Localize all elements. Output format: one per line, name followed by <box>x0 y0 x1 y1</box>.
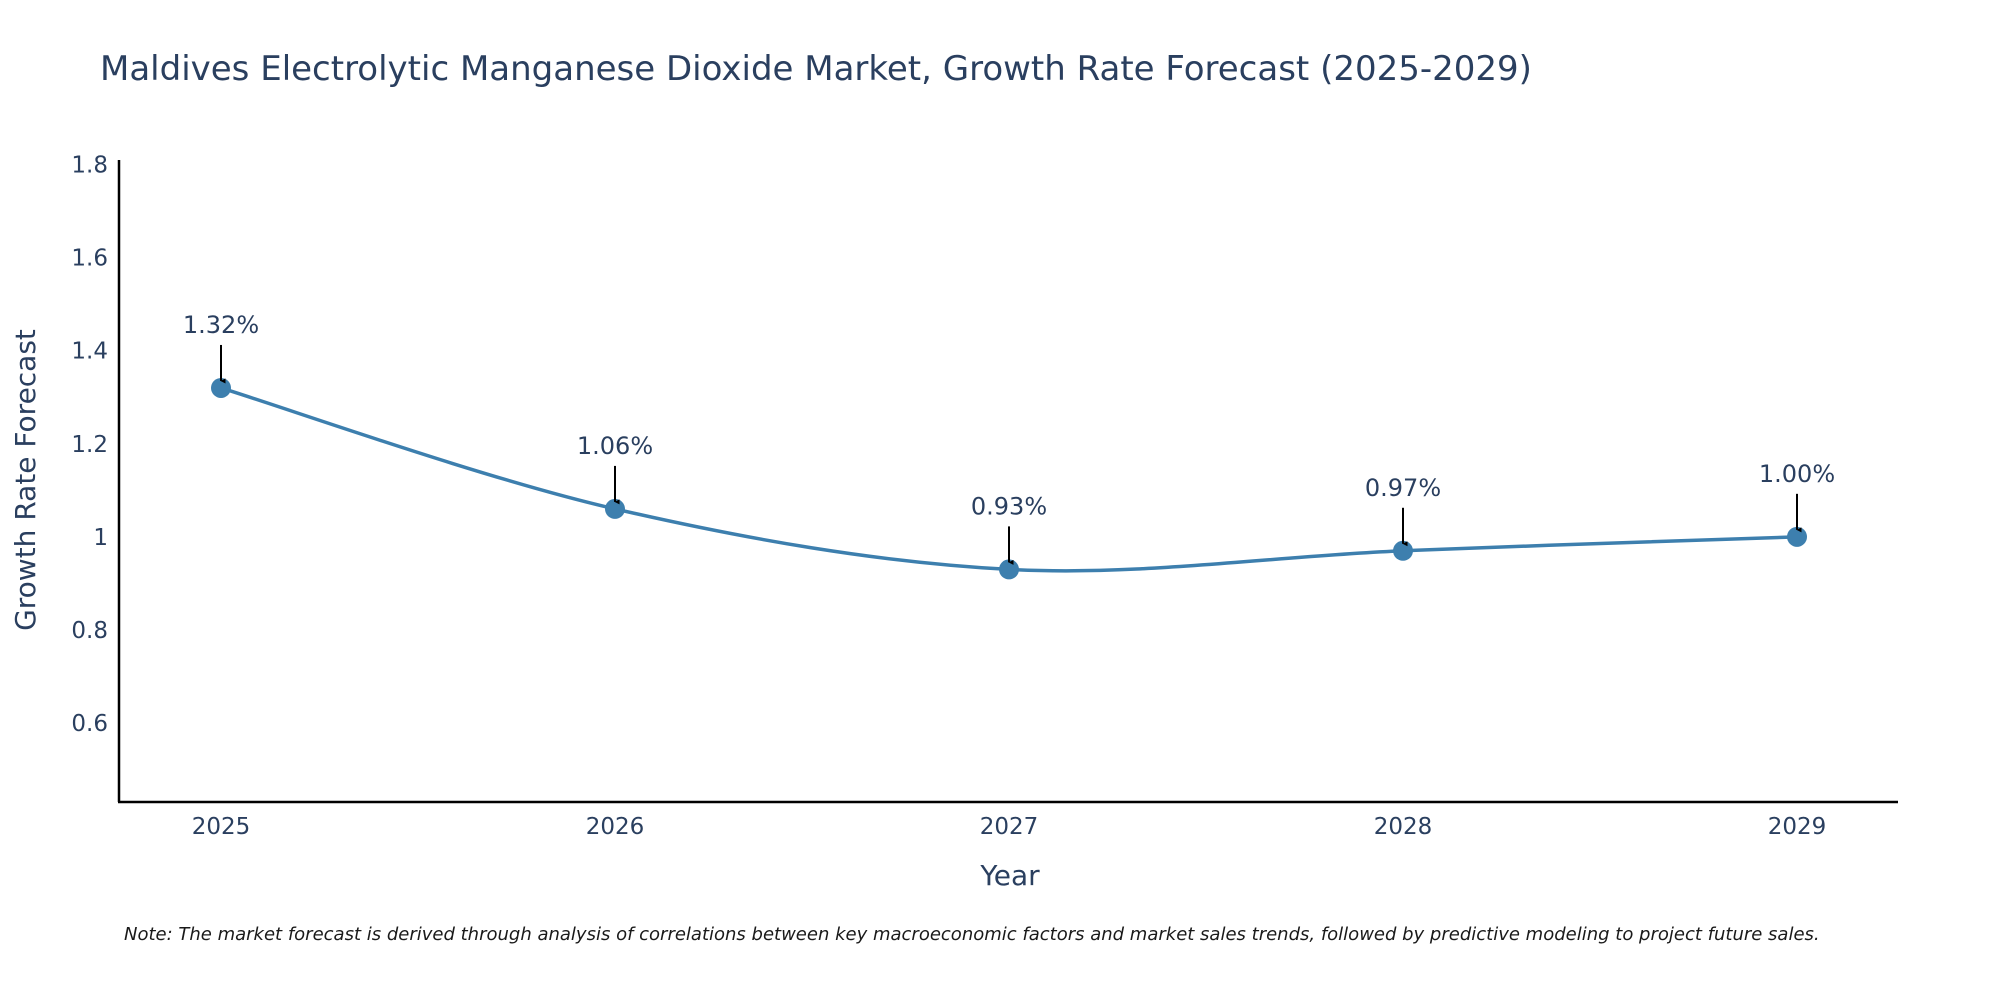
x-tick-label: 2029 <box>1768 814 1827 840</box>
data-label: 1.32% <box>183 311 259 339</box>
data-point-marker <box>1393 540 1413 561</box>
data-label: 1.06% <box>577 432 653 460</box>
data-label: 0.97% <box>1365 474 1441 502</box>
data-annotations: 1.32% 1.06% 0.93% 0.97% 1.00% <box>183 311 1835 565</box>
y-tick-label: 1.6 <box>71 246 108 272</box>
x-tick-label: 2025 <box>192 814 251 840</box>
x-tick-label: 2026 <box>586 814 645 840</box>
x-tick-labels: 2025 2026 2027 2028 2029 <box>192 814 1827 840</box>
data-point-marker <box>211 377 231 398</box>
data-point-marker <box>999 559 1019 580</box>
data-label: 0.93% <box>971 492 1047 520</box>
y-tick-label: 1.2 <box>71 432 108 458</box>
y-tick-label: 1.4 <box>71 339 108 365</box>
x-tick-label: 2028 <box>1374 814 1433 840</box>
data-point-marker <box>605 498 625 519</box>
x-tick-label: 2027 <box>980 814 1039 840</box>
y-tick-label: 0.8 <box>71 618 108 644</box>
data-label: 1.00% <box>1759 460 1835 488</box>
y-tick-label: 1 <box>93 525 108 551</box>
data-markers <box>211 377 1807 580</box>
y-tick-label: 1.8 <box>71 153 108 179</box>
y-tick-label: 0.6 <box>71 711 108 737</box>
footnote: Note: The market forecast is derived thr… <box>124 924 1820 945</box>
x-axis-title: Year <box>979 859 1040 892</box>
chart-title: Maldives Electrolytic Manganese Dioxide … <box>100 49 1532 89</box>
y-axis-title: Growth Rate Forecast <box>9 329 42 631</box>
y-tick-labels: 0.6 0.8 1 1.2 1.4 1.6 1.8 <box>71 153 108 737</box>
data-point-marker <box>1787 526 1807 547</box>
